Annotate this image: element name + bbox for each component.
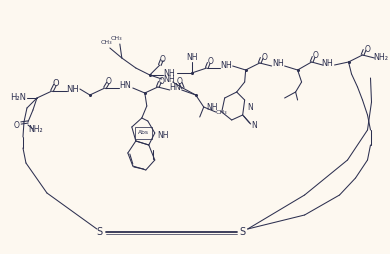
Text: NH: NH	[272, 59, 284, 69]
Text: S: S	[97, 227, 103, 237]
Text: O: O	[365, 44, 370, 54]
Text: S: S	[239, 227, 246, 237]
Text: NH: NH	[163, 74, 175, 84]
Text: N: N	[251, 121, 257, 131]
Text: N: N	[247, 103, 253, 113]
Text: O: O	[313, 52, 319, 60]
Text: NH₂: NH₂	[373, 53, 388, 61]
Text: NH: NH	[186, 53, 197, 61]
Text: HN: HN	[119, 82, 131, 90]
Text: Abs: Abs	[138, 131, 149, 135]
Text: O: O	[177, 77, 183, 87]
Text: O: O	[53, 80, 59, 88]
Text: O: O	[262, 53, 268, 61]
Text: NH: NH	[322, 58, 333, 68]
Text: CH₃: CH₃	[111, 36, 122, 40]
FancyBboxPatch shape	[135, 126, 152, 138]
Text: O: O	[159, 76, 165, 86]
Text: H₂N: H₂N	[10, 93, 26, 103]
Text: O: O	[208, 57, 214, 67]
Text: O: O	[14, 120, 20, 130]
Text: O: O	[106, 77, 112, 87]
Text: HN: HN	[169, 84, 181, 92]
Text: NH: NH	[67, 85, 79, 93]
Text: O: O	[160, 55, 166, 64]
Text: CH₃: CH₃	[101, 40, 113, 45]
Text: NH: NH	[206, 103, 218, 113]
Text: NH₂: NH₂	[28, 125, 43, 135]
Text: NH: NH	[157, 132, 168, 140]
Text: NH: NH	[220, 61, 232, 71]
Text: CH₃: CH₃	[216, 109, 227, 115]
Text: NH: NH	[163, 69, 175, 77]
